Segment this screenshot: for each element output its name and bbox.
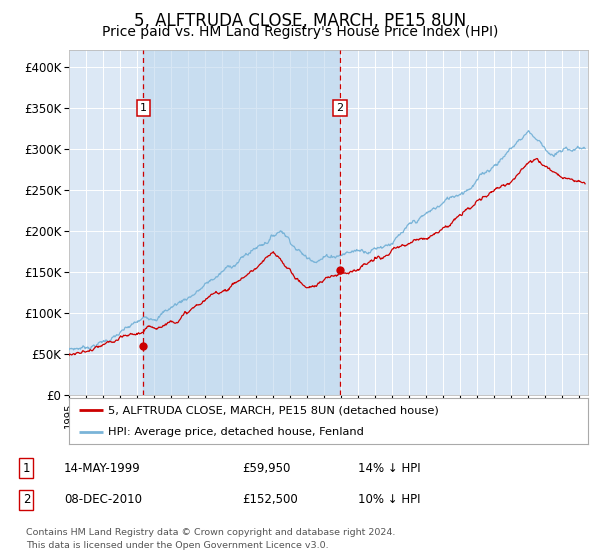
Text: 5, ALFTRUDA CLOSE, MARCH, PE15 8UN: 5, ALFTRUDA CLOSE, MARCH, PE15 8UN [134, 12, 466, 30]
Text: £59,950: £59,950 [242, 461, 291, 475]
Text: 14% ↓ HPI: 14% ↓ HPI [358, 461, 420, 475]
Text: Contains HM Land Registry data © Crown copyright and database right 2024.: Contains HM Land Registry data © Crown c… [26, 528, 396, 537]
Text: 2: 2 [23, 493, 30, 506]
Text: 1: 1 [140, 103, 147, 113]
Text: 14-MAY-1999: 14-MAY-1999 [64, 461, 140, 475]
Text: 5, ALFTRUDA CLOSE, MARCH, PE15 8UN (detached house): 5, ALFTRUDA CLOSE, MARCH, PE15 8UN (deta… [108, 405, 439, 416]
Text: 1: 1 [23, 461, 30, 475]
Text: 2: 2 [337, 103, 344, 113]
Text: 08-DEC-2010: 08-DEC-2010 [64, 493, 142, 506]
Bar [143, 50, 340, 395]
Text: £152,500: £152,500 [242, 493, 298, 506]
Text: HPI: Average price, detached house, Fenland: HPI: Average price, detached house, Fenl… [108, 427, 364, 437]
Text: This data is licensed under the Open Government Licence v3.0.: This data is licensed under the Open Gov… [26, 541, 329, 550]
Text: Price paid vs. HM Land Registry's House Price Index (HPI): Price paid vs. HM Land Registry's House … [102, 25, 498, 39]
Text: 10% ↓ HPI: 10% ↓ HPI [358, 493, 420, 506]
